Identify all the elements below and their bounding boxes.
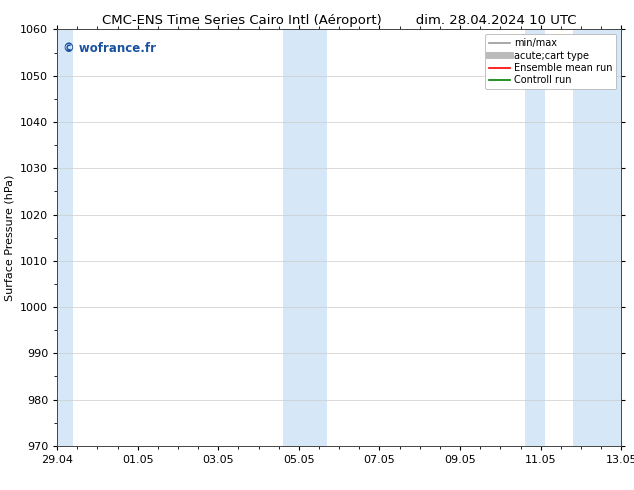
Y-axis label: Surface Pressure (hPa): Surface Pressure (hPa) xyxy=(4,174,15,301)
Bar xyxy=(57,29,73,446)
Bar xyxy=(524,29,545,446)
Legend: min/max, acute;cart type, Ensemble mean run, Controll run: min/max, acute;cart type, Ensemble mean … xyxy=(485,34,616,89)
Bar xyxy=(283,29,303,446)
Text: © wofrance.fr: © wofrance.fr xyxy=(63,42,156,55)
Bar xyxy=(303,29,327,446)
Title: CMC-ENS Time Series Cairo Intl (Aéroport)        dim. 28.04.2024 10 UTC: CMC-ENS Time Series Cairo Intl (Aéroport… xyxy=(102,14,576,27)
Bar xyxy=(573,29,621,446)
